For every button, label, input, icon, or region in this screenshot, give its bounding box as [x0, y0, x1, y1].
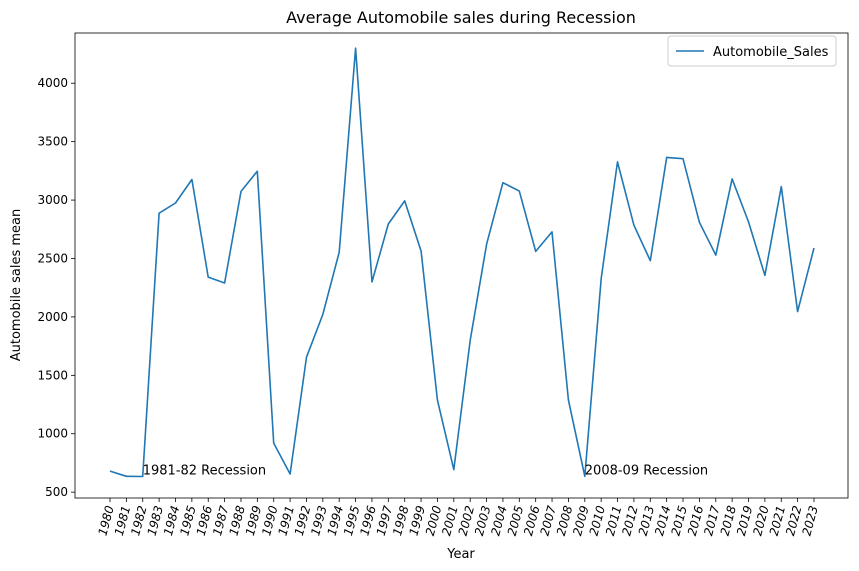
y-tick-label: 1500: [37, 368, 68, 382]
plot-frame: [74, 32, 849, 499]
series-line: [109, 47, 815, 478]
y-axis-title: Automobile sales mean: [9, 209, 24, 362]
y-tick-label: 2000: [37, 310, 68, 324]
y-tick-label: 500: [45, 485, 68, 499]
y-tick-label: 3500: [37, 135, 68, 149]
x-axis-title: Year: [446, 547, 475, 562]
legend-box: [667, 35, 837, 67]
recession-annotation: 2008-09 Recession: [585, 464, 708, 479]
legend: Automobile_Sales: [667, 35, 837, 67]
y-tick-label: 1000: [37, 427, 68, 441]
y-tick-label: 3000: [37, 193, 68, 207]
y-tick-label: 4000: [37, 76, 68, 90]
recession-annotation: 1981-82 Recession: [143, 464, 266, 479]
legend-label: Automobile_Sales: [713, 45, 829, 60]
y-tick-label: 2500: [37, 251, 68, 265]
chart-title: Average Automobile sales during Recessio…: [286, 8, 636, 27]
plot-area: 5001000150020002500300035004000198019811…: [37, 32, 849, 537]
